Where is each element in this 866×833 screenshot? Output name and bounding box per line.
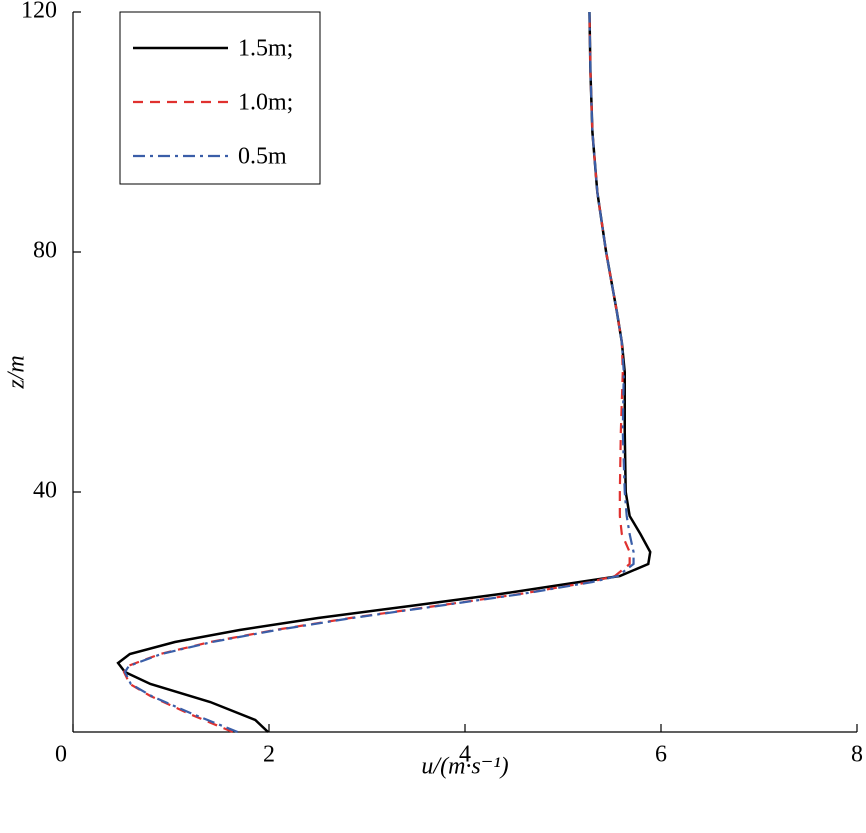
x-tick-label: 4 bbox=[459, 742, 471, 768]
x-axis-label: u/(m·s⁻¹) bbox=[421, 754, 508, 780]
y-tick-label: 40 bbox=[33, 478, 57, 504]
y-tick-label: 80 bbox=[33, 238, 57, 264]
x-tick-label: 8 bbox=[851, 742, 863, 768]
x-tick-label: 2 bbox=[263, 742, 275, 768]
x-tick-label: 6 bbox=[655, 742, 667, 768]
legend-label: 1.5m; bbox=[238, 36, 293, 62]
line bbox=[116, 11, 652, 733]
y-tick-label: 120 bbox=[21, 0, 57, 24]
x-tick-label: 0 bbox=[55, 742, 67, 768]
y-axis-label: z/m bbox=[4, 355, 30, 389]
line bbox=[123, 11, 635, 734]
legend-label: 0.5m bbox=[238, 144, 287, 170]
legend-label: 1.0m; bbox=[238, 90, 293, 116]
